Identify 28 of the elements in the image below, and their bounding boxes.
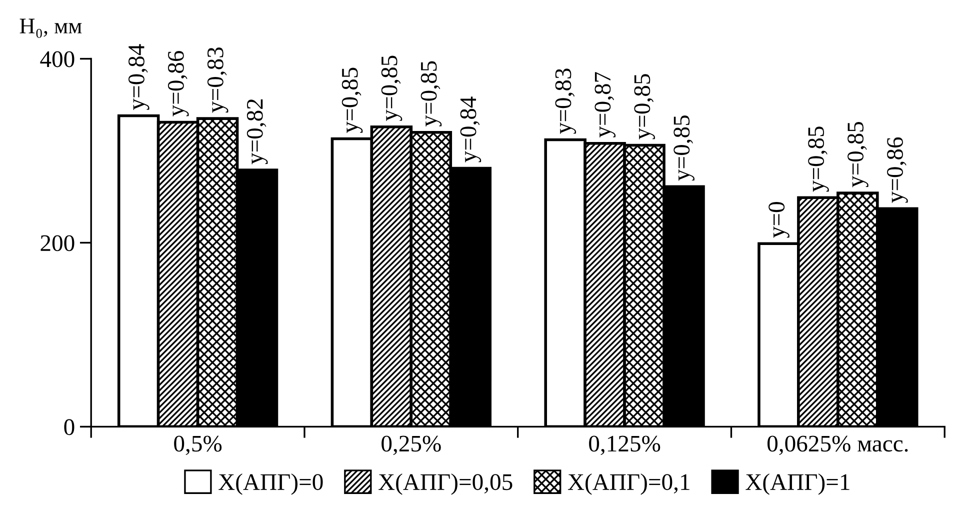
annotation: y=0,83 [207,47,228,113]
annotation: y=0,85 [381,56,402,121]
annotation: y=0,83 [555,68,576,134]
x-tick-label: 0,25% [382,436,441,456]
annotation: y=0,85 [634,74,655,140]
annotation: y=0,87 [594,72,616,138]
annotation: y=0,84 [460,96,482,162]
x-tick-label: 0,125% [589,436,660,456]
legend-label: X(АПГ)=1 [746,473,850,495]
x-tick-label: 0,5% [174,436,222,456]
y-tick-label: 400 [40,51,74,68]
annotation: y=0,85 [674,116,694,181]
x-tick-label: 0,0625% масс. [768,436,908,456]
y-tick-label: 200 [40,235,74,252]
y-tick-label: 0 [64,419,74,436]
annotation: y=0 [768,202,790,238]
y-axis-title: H₀, мм [20,18,82,38]
annotation: y=0,85 [420,61,442,127]
annotation: y=0,86 [168,50,189,116]
annotation: y=0,85 [808,126,829,192]
legend-label: X(АПГ)=0 [218,473,323,495]
annotation: y=0,84 [128,44,150,110]
legend-label: X(АПГ)=0,1 [568,473,690,495]
annotation: y=0,82 [246,99,268,164]
annotation: y=0,85 [342,68,363,133]
annotation: y=0,85 [848,122,868,188]
legend-label: X(АПГ)=0,05 [378,473,512,495]
annotation: y=0,86 [887,137,908,203]
